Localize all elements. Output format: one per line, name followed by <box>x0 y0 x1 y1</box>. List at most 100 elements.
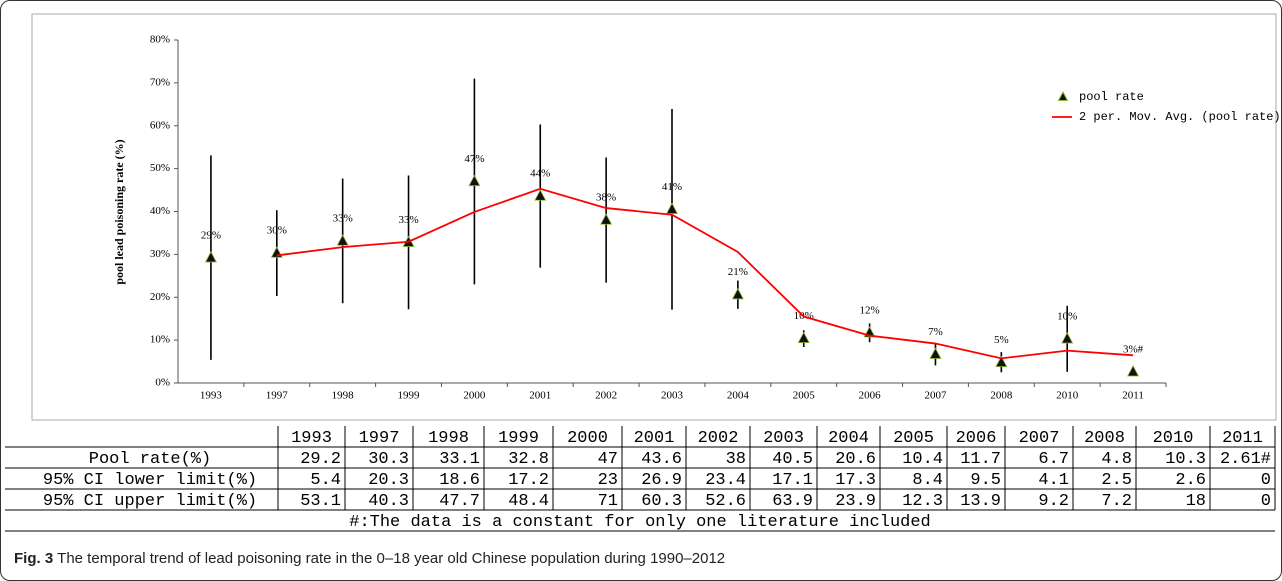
data-point <box>797 331 810 344</box>
y-tick-label: 80% <box>150 34 170 46</box>
table-row-label: 95% CI lower limit(%) <box>43 471 257 490</box>
table-header: 2002 <box>698 429 739 448</box>
table-row-label: Pool rate(%) <box>89 450 211 469</box>
data-label: 10% <box>1057 310 1077 322</box>
table-cell: 32.8 <box>508 450 549 469</box>
x-tick-label: 1998 <box>332 390 355 402</box>
table-cell: 38 <box>726 450 746 469</box>
y-tick-label: 70% <box>150 76 170 88</box>
table-cell: 20.3 <box>368 471 409 490</box>
data-label: 3%# <box>1123 343 1144 355</box>
table-header: 2001 <box>634 429 675 448</box>
table-cell: 53.1 <box>300 492 341 511</box>
table-cell: 17.1 <box>772 471 813 490</box>
legend-marker <box>1057 90 1069 101</box>
table-cell: 33.1 <box>439 450 480 469</box>
chart: pool lead poisoning rate (%) 0% 10% 20% 30%… <box>5 13 1281 532</box>
table-cell: 4.8 <box>1101 450 1132 469</box>
caption-text: The temporal trend of lead poisoning rat… <box>57 550 726 567</box>
table-cell: 8.4 <box>912 471 943 490</box>
data-label: 47% <box>464 153 484 165</box>
table-cell: 52.6 <box>705 492 746 511</box>
table-cell: 10.4 <box>902 450 943 469</box>
data-label: 12% <box>860 304 880 316</box>
table-cell: 23.4 <box>705 471 746 490</box>
x-tick-label: 2003 <box>661 390 684 402</box>
x-tick-label: 2011 <box>1122 390 1144 402</box>
table-cell: 9.5 <box>970 471 1001 490</box>
table-cell: 17.3 <box>835 471 876 490</box>
table-cell: 9.2 <box>1038 492 1069 511</box>
table-header: 2010 <box>1153 429 1194 448</box>
caption: Fig. 3 The temporal trend of lead poisoni… <box>14 550 725 567</box>
x-tick-label: 2008 <box>990 390 1013 402</box>
table-cell: 63.9 <box>772 492 813 511</box>
table-cell: 7.2 <box>1101 492 1132 511</box>
trend-line <box>276 187 1134 360</box>
legend-label: pool rate <box>1079 90 1144 104</box>
table-cell: 40.3 <box>368 492 409 511</box>
y-tick-label: 60% <box>150 119 170 131</box>
data-point <box>995 355 1008 368</box>
table-cell: 47 <box>598 450 618 469</box>
table-cell: 2.6 <box>1175 471 1206 490</box>
x-tick-label: 2001 <box>529 390 551 402</box>
table-cell: 47.7 <box>439 492 480 511</box>
table-header: 1999 <box>498 429 539 448</box>
data-point <box>534 189 547 201</box>
chart-frame <box>31 13 1277 421</box>
table-cell: 48.4 <box>508 492 549 511</box>
data-point <box>665 202 679 214</box>
table-cell: 23.9 <box>835 492 876 511</box>
table-cell: 0 <box>1261 471 1271 490</box>
x-tick-label: 2004 <box>727 390 750 402</box>
data-label: 29% <box>201 229 221 241</box>
y-tick-label: 20% <box>150 291 170 303</box>
table-cell: 6.7 <box>1038 450 1069 469</box>
table-cell: 0 <box>1261 492 1271 511</box>
table-header: 2003 <box>763 429 804 448</box>
table-cell: 30.3 <box>368 450 409 469</box>
y-tick-label: 10% <box>150 334 170 346</box>
x-tick-label: 2002 <box>595 390 617 402</box>
y-tick-label: 40% <box>150 205 170 217</box>
table-header: 2004 <box>828 429 869 448</box>
table-cell: 43.6 <box>641 450 682 469</box>
x-tick-label: 1993 <box>200 390 223 402</box>
data-point <box>1127 364 1140 377</box>
data-point <box>731 287 744 300</box>
table-cell: 40.5 <box>772 450 813 469</box>
table-note: #:The data is a constant for only one li… <box>349 513 931 532</box>
table-header: 2006 <box>956 429 997 448</box>
y-axis-label: pool lead poisoning rate (%) <box>112 139 126 284</box>
data-label: 33% <box>398 214 418 226</box>
data-label: 38% <box>596 192 616 204</box>
table-cell: 13.9 <box>960 492 1001 511</box>
table-cell: 18.6 <box>439 471 480 490</box>
data-label: 5% <box>994 334 1009 346</box>
x-tick-label: 2005 <box>793 390 816 402</box>
legend-label: 2 per. Mov. Avg. (pool rate) <box>1079 110 1281 124</box>
x-tick-label: 2010 <box>1056 390 1079 402</box>
table-header: 1993 <box>291 429 332 448</box>
table-cell: 71 <box>598 492 618 511</box>
table-cell: 60.3 <box>641 492 682 511</box>
data-label: 21% <box>728 266 748 278</box>
data-point <box>336 234 349 246</box>
table-header: 2005 <box>893 429 934 448</box>
table-cell: 2.5 <box>1101 471 1132 490</box>
data-label: 33% <box>333 213 353 225</box>
table-header: 1998 <box>428 429 469 448</box>
x-tick-label: 2006 <box>859 390 882 402</box>
data-point <box>468 174 481 187</box>
table-cell: 26.9 <box>641 471 682 490</box>
data-label: 41% <box>662 181 682 193</box>
x-tick-label: 2000 <box>463 390 486 402</box>
table-cell: 4.1 <box>1038 471 1069 490</box>
x-tick-label: 1999 <box>398 390 421 402</box>
data-point <box>600 213 613 225</box>
table-cell: 5.4 <box>310 471 341 490</box>
caption-label: Fig. 3 <box>14 550 54 567</box>
y-tick-label: 50% <box>150 162 170 174</box>
table-header: 2007 <box>1019 429 1060 448</box>
